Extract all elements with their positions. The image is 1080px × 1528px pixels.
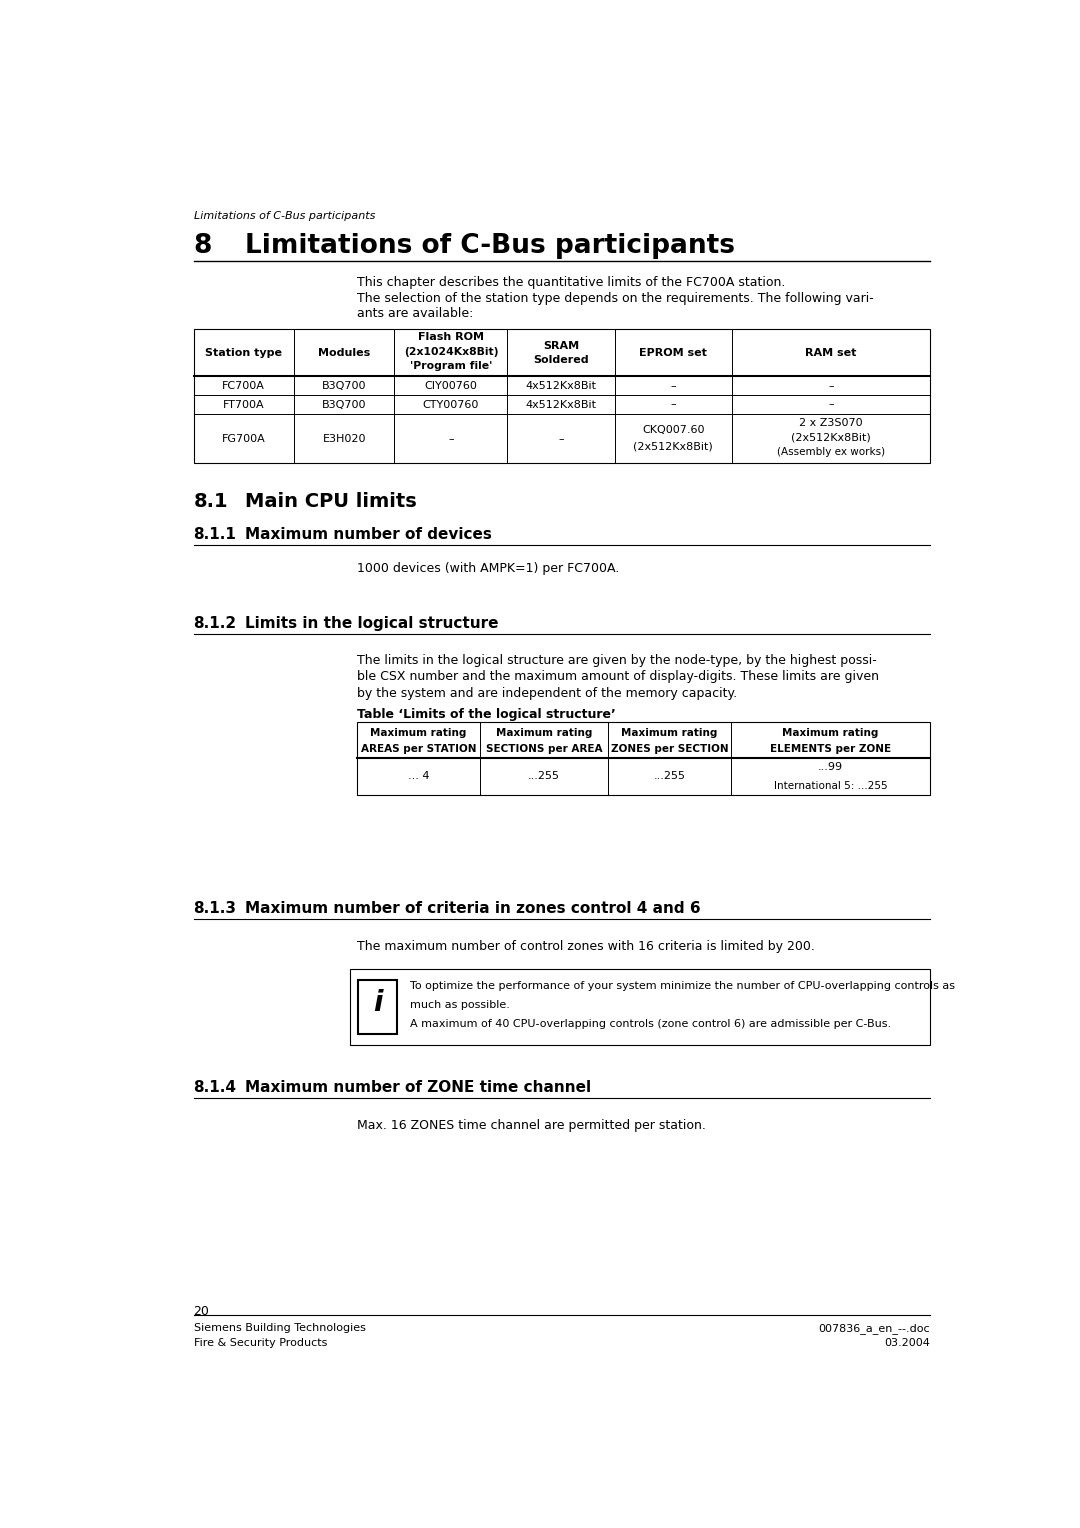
Text: (Assembly ex works): (Assembly ex works)	[777, 446, 885, 457]
Text: ZONES per SECTION: ZONES per SECTION	[610, 744, 728, 755]
Text: EPROM set: EPROM set	[639, 348, 707, 358]
Text: Main CPU limits: Main CPU limits	[245, 492, 417, 510]
Bar	[356, 723, 930, 795]
Text: A maximum of 40 CPU-overlapping controls (zone control 6) are admissible per C-B: A maximum of 40 CPU-overlapping controls…	[409, 1019, 891, 1028]
Text: 8.1.3: 8.1.3	[193, 902, 237, 917]
Text: –: –	[828, 380, 834, 391]
Text: –: –	[558, 434, 564, 443]
Text: 1000 devices (with AMPK=1) per FC700A.: 1000 devices (with AMPK=1) per FC700A.	[356, 562, 619, 575]
Text: B3Q700: B3Q700	[322, 399, 366, 410]
Text: 8: 8	[193, 232, 212, 258]
Text: (2x512Kx8Bit): (2x512Kx8Bit)	[633, 442, 713, 452]
Text: E3H020: E3H020	[323, 434, 366, 443]
Text: FC700A: FC700A	[222, 380, 266, 391]
Text: ...255: ...255	[528, 772, 559, 781]
Text: ...99: ...99	[818, 762, 843, 772]
Text: Soldered: Soldered	[534, 354, 589, 365]
Text: SECTIONS per AREA: SECTIONS per AREA	[486, 744, 603, 755]
Bar	[350, 969, 930, 1045]
Text: 4x512Kx8Bit: 4x512Kx8Bit	[526, 399, 596, 410]
Text: This chapter describes the quantitative limits of the FC700A station.: This chapter describes the quantitative …	[356, 277, 785, 289]
Text: ble CSX number and the maximum amount of display-digits. These limits are given: ble CSX number and the maximum amount of…	[356, 671, 879, 683]
Text: 2 x Z3S070: 2 x Z3S070	[799, 419, 863, 428]
Text: CTY00760: CTY00760	[422, 399, 480, 410]
Text: –: –	[448, 434, 454, 443]
Text: ... 4: ... 4	[407, 772, 429, 781]
Text: Maximum number of ZONE time channel: Maximum number of ZONE time channel	[245, 1080, 592, 1096]
Text: International 5: ...255: International 5: ...255	[773, 781, 888, 792]
Text: 8.1.2: 8.1.2	[193, 616, 237, 631]
Text: Flash ROM: Flash ROM	[418, 333, 484, 342]
Text: Maximum number of devices: Maximum number of devices	[245, 527, 492, 542]
Text: FG700A: FG700A	[221, 434, 266, 443]
Text: B3Q700: B3Q700	[322, 380, 366, 391]
Text: AREAS per STATION: AREAS per STATION	[361, 744, 476, 755]
Text: 007836_a_en_--.doc: 007836_a_en_--.doc	[819, 1323, 930, 1334]
Text: 4x512Kx8Bit: 4x512Kx8Bit	[526, 380, 596, 391]
Text: Maximum rating: Maximum rating	[621, 727, 717, 738]
Text: Table ‘Limits of the logical structure’: Table ‘Limits of the logical structure’	[356, 707, 616, 721]
Text: Station type: Station type	[205, 348, 282, 358]
Text: 8.1.1: 8.1.1	[193, 527, 237, 542]
Text: FT700A: FT700A	[222, 399, 265, 410]
Text: Limits in the logical structure: Limits in the logical structure	[245, 616, 499, 631]
Text: –: –	[671, 380, 676, 391]
Text: (2x1024Kx8Bit): (2x1024Kx8Bit)	[404, 347, 498, 356]
Text: Maximum rating: Maximum rating	[496, 727, 592, 738]
Bar	[359, 979, 397, 1034]
Text: Limitations of C-Bus participants: Limitations of C-Bus participants	[193, 211, 375, 222]
Text: Limitations of C-Bus participants: Limitations of C-Bus participants	[245, 232, 735, 258]
Text: 8.1.4: 8.1.4	[193, 1080, 237, 1096]
Text: 8.1: 8.1	[193, 492, 228, 510]
Text: i: i	[373, 990, 382, 1018]
Text: Maximum number of criteria in zones control 4 and 6: Maximum number of criteria in zones cont…	[245, 902, 701, 917]
Text: by the system and are independent of the memory capacity.: by the system and are independent of the…	[356, 688, 737, 700]
Text: much as possible.: much as possible.	[409, 999, 510, 1010]
Text: CIY00760: CIY00760	[424, 380, 477, 391]
Text: 'Program file': 'Program file'	[409, 361, 492, 371]
Text: Max. 16 ZONES time channel are permitted per station.: Max. 16 ZONES time channel are permitted…	[356, 1118, 705, 1132]
Text: (2x512Kx8Bit): (2x512Kx8Bit)	[791, 432, 870, 443]
Text: ...255: ...255	[653, 772, 686, 781]
Text: 20: 20	[193, 1305, 210, 1317]
Text: The limits in the logical structure are given by the node-type, by the highest p: The limits in the logical structure are …	[356, 654, 877, 668]
Text: The selection of the station type depends on the requirements. The following var: The selection of the station type depend…	[356, 292, 874, 304]
Text: Modules: Modules	[319, 348, 370, 358]
Text: –: –	[671, 399, 676, 410]
Text: RAM set: RAM set	[806, 348, 856, 358]
Text: ELEMENTS per ZONE: ELEMENTS per ZONE	[770, 744, 891, 755]
Text: CKQ007.60: CKQ007.60	[642, 425, 704, 435]
Bar	[193, 329, 930, 463]
Text: The maximum number of control zones with 16 criteria is limited by 200.: The maximum number of control zones with…	[356, 940, 814, 953]
Text: Maximum rating: Maximum rating	[370, 727, 467, 738]
Text: 03.2004: 03.2004	[885, 1337, 930, 1348]
Text: Siemens Building Technologies: Siemens Building Technologies	[193, 1323, 365, 1334]
Text: –: –	[828, 399, 834, 410]
Text: SRAM: SRAM	[543, 341, 579, 351]
Text: Fire & Security Products: Fire & Security Products	[193, 1337, 327, 1348]
Text: Maximum rating: Maximum rating	[782, 727, 879, 738]
Text: ants are available:: ants are available:	[356, 307, 473, 319]
Text: To optimize the performance of your system minimize the number of CPU-overlappin: To optimize the performance of your syst…	[409, 981, 955, 992]
